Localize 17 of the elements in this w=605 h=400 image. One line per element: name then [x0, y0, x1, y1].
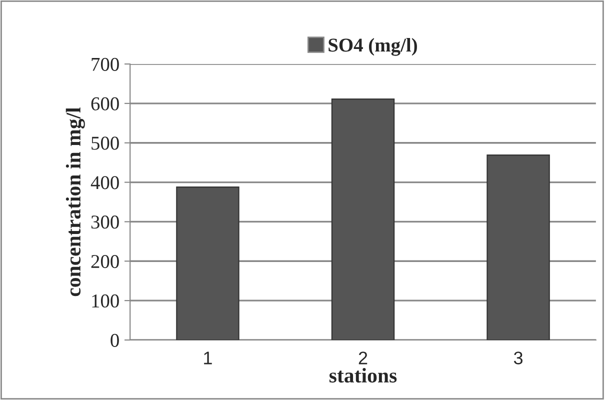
- bar: [176, 186, 240, 340]
- y-tick-label: 600: [91, 97, 119, 110]
- bar: [486, 154, 550, 340]
- y-axis-title: concentration in mg/l: [66, 107, 85, 296]
- x-axis-title: stations: [329, 368, 397, 383]
- x-tick-label: 3: [514, 352, 523, 364]
- y-tick-label: 700: [92, 58, 119, 71]
- y-tick-label: 500: [92, 136, 119, 150]
- x-tick-label: 2: [358, 352, 368, 364]
- legend-label: SO4 (mg/l): [328, 38, 417, 56]
- y-tick-label: 200: [91, 254, 119, 268]
- y-tick-label: 400: [90, 176, 119, 190]
- x-tick-label: 1: [204, 352, 212, 364]
- bar: [331, 98, 395, 340]
- y-tick-label: 0: [110, 334, 119, 347]
- y-tick-label: 300: [91, 216, 119, 229]
- y-tick-label: 100: [92, 294, 119, 308]
